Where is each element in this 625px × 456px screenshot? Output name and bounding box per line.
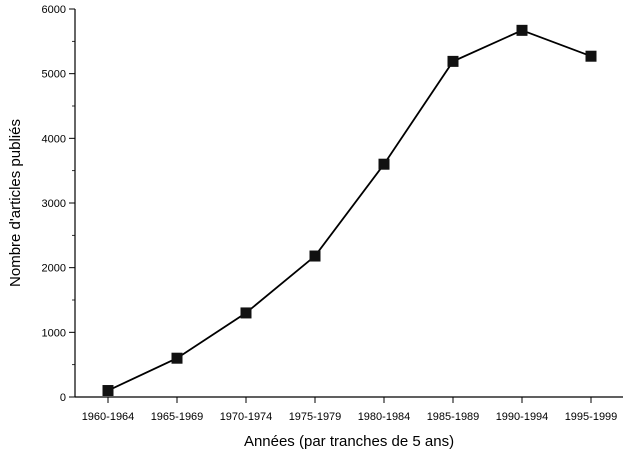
x-tick-label: 1980-1984 [358, 411, 411, 423]
y-tick-label: 2000 [42, 263, 66, 275]
x-tick-label: 1970-1974 [220, 411, 273, 423]
data-point [378, 158, 390, 170]
y-tick-label: 6000 [42, 4, 66, 16]
series [102, 24, 597, 397]
x-tick-label: 1995-1999 [565, 411, 618, 423]
y-tick-label: 5000 [42, 69, 66, 81]
x-tick-label: 1960-1964 [82, 411, 135, 423]
data-point [102, 385, 114, 397]
x-ticks: 1960-1964 1965-1969 1970-1974 1975-1979 1980… [82, 397, 618, 423]
data-point [240, 307, 252, 319]
x-tick-label: 1985-1989 [427, 411, 480, 423]
y-axis-title: Nombre d'articles publiés [7, 119, 24, 287]
y-tick-label: 3000 [42, 198, 66, 210]
data-point [585, 50, 597, 62]
series-line [107, 29, 592, 392]
y-tick-label: 1000 [42, 327, 66, 339]
data-point [516, 24, 528, 36]
x-tick-label: 1965-1969 [151, 411, 204, 423]
y-tick-label: 4000 [42, 133, 66, 145]
data-point [171, 352, 183, 364]
y-tick-label: 0 [60, 392, 66, 404]
x-tick-label: 1975-1979 [289, 411, 342, 423]
x-tick-label: 1990-1994 [496, 411, 549, 423]
x-axis-title: Années (par tranches de 5 ans) [244, 433, 454, 450]
y-ticks: 0 1000 2000 3000 4000 5000 6000 [42, 4, 75, 404]
data-point [447, 55, 459, 67]
data-point [309, 250, 321, 262]
axes [74, 9, 623, 398]
